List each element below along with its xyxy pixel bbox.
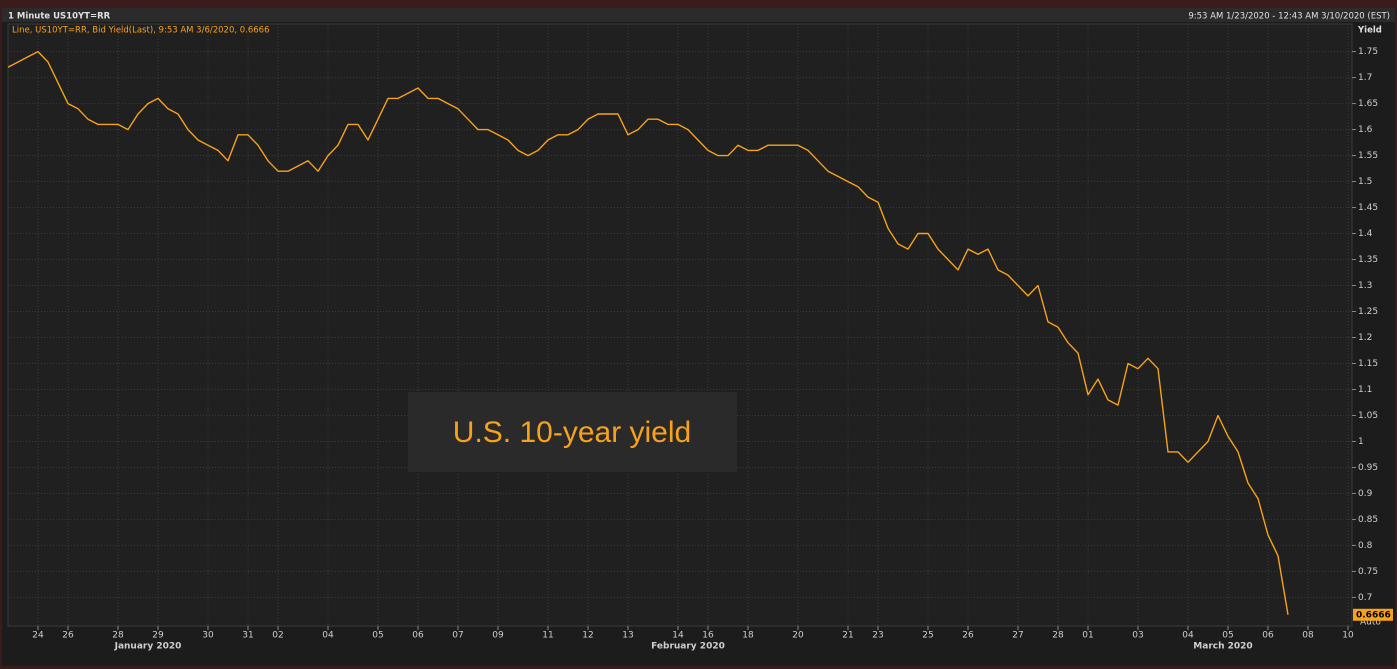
y-tick-label: 1.15 — [1358, 359, 1378, 369]
y-tick-label: 0.85 — [1358, 515, 1378, 525]
x-group-label: January 2020 — [114, 642, 182, 652]
x-tick-label: 04 — [322, 631, 334, 641]
x-tick-label: 16 — [702, 631, 714, 641]
x-tick-label: 06 — [412, 631, 424, 641]
y-tick-label: 0.75 — [1358, 567, 1378, 577]
y-tick-label: 0.8 — [1358, 541, 1373, 551]
x-tick-label: 05 — [1222, 631, 1233, 641]
x-tick-label: 18 — [742, 631, 754, 641]
y-tick-label: 1.7 — [1358, 73, 1372, 83]
x-tick-label: 23 — [872, 631, 883, 641]
y-tick-label: 1.65 — [1358, 99, 1378, 109]
y-tick-label: 1.35 — [1358, 255, 1378, 265]
x-tick-label: 07 — [452, 631, 463, 641]
legend-text: Line, US10YT=RR, Bid Yield(Last), 9:53 A… — [12, 26, 270, 36]
y-tick-label: 1.75 — [1358, 47, 1378, 57]
y-tick-label: 1 — [1358, 437, 1364, 447]
x-group-label: March 2020 — [1193, 642, 1252, 652]
y-tick-label: 1.2 — [1358, 333, 1372, 343]
title-bar — [2, 8, 1395, 22]
x-tick-label: 13 — [622, 631, 633, 641]
x-tick-label: 21 — [842, 631, 853, 641]
header-range: 9:53 AM 1/23/2020 - 12:43 AM 3/10/2020 (… — [1188, 12, 1390, 22]
yield-line — [7, 50, 1289, 615]
x-tick-label: 04 — [1182, 631, 1194, 641]
y-tick-label: 1.3 — [1358, 281, 1372, 291]
y-axis-label: Yield — [1357, 26, 1382, 36]
x-tick-label: 09 — [492, 631, 504, 641]
x-tick-label: 10 — [1342, 631, 1354, 641]
y-tick-label: 0.95 — [1358, 463, 1378, 473]
y-tick-label: 0.9 — [1358, 489, 1373, 499]
y-tick-label: 1.5 — [1358, 177, 1372, 187]
y-tick-label: 1.55 — [1358, 151, 1378, 161]
plot-area — [7, 23, 1353, 627]
annotation-box — [408, 392, 737, 472]
x-tick-label: 27 — [1012, 631, 1023, 641]
x-tick-label: 28 — [1052, 631, 1064, 641]
x-tick-label: 31 — [242, 631, 253, 641]
x-tick-label: 30 — [202, 631, 214, 641]
x-tick-label: 20 — [792, 631, 804, 641]
last-value-badge — [1353, 608, 1393, 621]
x-tick-label: 26 — [962, 631, 974, 641]
x-tick-label: 11 — [542, 631, 553, 641]
x-tick-label: 12 — [582, 631, 593, 641]
last-value-label: 0.6666 — [1356, 610, 1391, 620]
x-tick-label: 14 — [672, 631, 684, 641]
annotation: U.S. 10-year yield — [453, 416, 691, 449]
y-tick-label: 1.1 — [1358, 385, 1372, 395]
scale-mode: Auto — [1360, 618, 1381, 628]
x-tick-label: 26 — [62, 631, 74, 641]
x-tick-label: 03 — [1132, 631, 1143, 641]
y-tick-label: 1.05 — [1358, 411, 1378, 421]
x-tick-label: 25 — [922, 631, 933, 641]
y-tick-label: 1.6 — [1358, 125, 1373, 135]
y-tick-label: 1.45 — [1358, 203, 1378, 213]
x-tick-label: 01 — [1082, 631, 1093, 641]
x-tick-label: 24 — [32, 631, 44, 641]
y-tick-label: 1.4 — [1358, 229, 1373, 239]
x-group-label: February 2020 — [651, 642, 725, 652]
x-tick-label: 05 — [372, 631, 383, 641]
x-tick-label: 29 — [152, 631, 164, 641]
x-tick-label: 08 — [1302, 631, 1314, 641]
y-tick-label: 0.7 — [1358, 593, 1372, 603]
x-tick-label: 28 — [112, 631, 124, 641]
y-tick-label: 1.25 — [1358, 307, 1378, 317]
x-tick-label: 02 — [272, 631, 283, 641]
header-title: 1 Minute US10YT=RR — [8, 12, 111, 22]
x-tick-label: 06 — [1262, 631, 1274, 641]
